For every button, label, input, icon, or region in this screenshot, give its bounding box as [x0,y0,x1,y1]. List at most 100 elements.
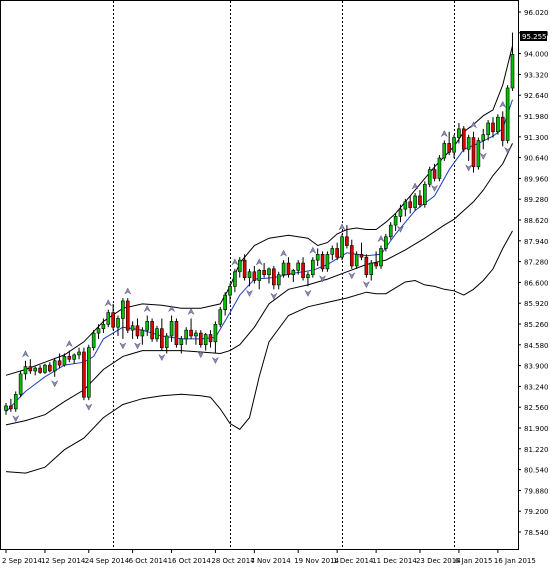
candle-42 [208,330,213,348]
candle-62 [306,271,310,287]
fractal-down [430,184,439,192]
candle-77 [379,245,383,269]
candle-body-bull [388,224,393,238]
y-tick-label: 83.240 [524,383,549,391]
candle-58 [286,257,291,278]
ma-fast [5,99,513,413]
y-tick-label: 96.020 [524,9,549,17]
y-tick-label: 91.300 [524,134,549,142]
candle-body-bull [43,364,47,373]
x-tick-label: 16 Oct 2014 [168,557,212,565]
candle-36 [179,335,184,354]
candle-body-bull [413,195,417,208]
x-tick-label: 23 Dec 2014 [416,557,461,565]
candle-body-bull [276,274,281,286]
candle-98 [481,128,486,150]
candle-body-bull [91,332,96,348]
fractal-down [479,152,487,160]
y-tick-label: 87.280 [524,259,549,267]
candle-body-bull [106,312,111,325]
candle-body-bull [86,347,91,398]
candle-body-bull [33,367,38,372]
candle-body-bull [101,323,106,329]
candle-37 [184,327,188,345]
candle-8 [43,363,47,374]
candle-60 [296,260,301,275]
current-price-box [520,31,547,41]
candle-body-bear [262,270,266,276]
candle-89 [437,155,442,182]
y-tick-label: 83.900 [524,363,549,371]
candle-68 [335,242,339,261]
candle-83 [408,195,413,214]
fractal-up [338,223,346,231]
candle-body-bear [335,248,339,258]
candle-4 [23,360,28,380]
candle-body-bull [77,351,81,356]
candle-body-bear [320,253,325,270]
candle-body-bull [184,329,188,340]
candle-11 [57,353,62,369]
candle-body-bull [194,332,198,337]
fractal-up [124,287,132,295]
candle-80 [393,213,398,231]
x-tick-label: 1 Dec 2014 [333,557,374,565]
candle-44 [218,306,223,328]
candle-71 [349,239,354,269]
candle-27 [135,318,140,339]
candle-body-bear [345,236,349,246]
fractal-up [440,129,448,138]
candle-body-bull [325,253,330,270]
candle-body-bull [505,87,510,141]
candle-76 [374,251,378,269]
y-tick-label: 93.320 [524,71,549,79]
y-tick-label: 87.940 [524,238,549,246]
candle-body-bull [398,208,403,217]
candle-73 [359,242,364,261]
candle-51 [252,265,257,284]
candle-body-bear [208,334,213,343]
candle-body-bear [38,367,42,373]
fractal-down [304,289,312,297]
candle-body-bear [125,300,130,331]
y-tick-label: 89.960 [524,175,549,183]
candle-81 [398,204,403,223]
x-tick-label: 24 Sep 2014 [85,557,130,565]
candle-72 [354,251,359,269]
candle-70 [345,225,349,249]
candle-99 [486,120,490,141]
candle-body-bull [218,309,223,325]
candle-body-bear [174,321,179,346]
current-price-label: 95.255 [522,33,547,41]
candle-body-bear [432,169,437,179]
candle-75 [369,260,374,281]
candle-body-bear [150,321,154,340]
candle-16 [82,347,86,401]
x-tick-label: 6 Oct 2014 [129,557,168,565]
period-separators [113,1,455,549]
candle-7 [38,365,42,374]
y-tick-label: 81.900 [524,425,549,433]
fractal-down [158,353,166,362]
fractal-up [469,121,478,129]
candle-67 [330,245,335,261]
candle-13 [67,350,72,363]
candle-66 [325,251,330,272]
candle-33 [164,333,169,354]
x-tick-label: 11 Dec 2014 [372,557,417,565]
x-tick-label: 19 Nov 2014 [294,557,339,565]
candle-1 [9,398,13,412]
candle-10 [52,357,57,377]
fractal-down [51,380,59,388]
candle-body-bull [369,262,374,276]
candle-body-bear [82,351,86,398]
candle-41 [203,333,208,351]
y-tick-label: 79.200 [524,508,549,516]
candle-74 [364,254,369,278]
candle-body-bull [233,271,237,287]
candle-35 [174,318,179,348]
candle-body-bull [213,323,218,343]
candle-body-bear [349,245,354,267]
candle-28 [140,327,145,345]
candle-63 [311,257,315,278]
